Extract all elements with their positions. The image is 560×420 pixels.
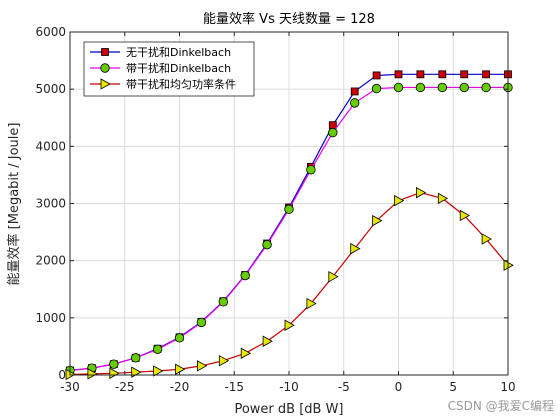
data-point-series-1 bbox=[394, 70, 403, 79]
data-point-series-3 bbox=[284, 319, 295, 331]
data-point-series-3 bbox=[350, 242, 361, 255]
x-tick-label: -5 bbox=[338, 380, 350, 394]
data-point-series-3 bbox=[481, 233, 492, 245]
y-tick-label: 1000 bbox=[35, 311, 66, 325]
x-tick-label: -30 bbox=[60, 380, 80, 394]
data-point-series-3 bbox=[328, 270, 339, 283]
data-point-series-3 bbox=[372, 214, 383, 227]
data-point-series-3 bbox=[415, 186, 427, 199]
y-tick-label: 6000 bbox=[35, 25, 66, 39]
y-tick-label: 0 bbox=[58, 368, 66, 382]
x-tick-label: 5 bbox=[449, 380, 457, 394]
data-point-series-1 bbox=[416, 70, 425, 79]
data-point-series-2 bbox=[240, 270, 250, 281]
legend-label-1: 无干扰和Dinkelbach bbox=[126, 45, 231, 59]
data-point-series-1 bbox=[350, 87, 359, 96]
data-point-series-1 bbox=[460, 70, 469, 79]
legend-box bbox=[83, 41, 255, 97]
data-point-series-3 bbox=[240, 347, 252, 359]
y-tick-label: 2000 bbox=[35, 254, 66, 268]
data-point-series-2 bbox=[459, 82, 469, 93]
data-point-series-2 bbox=[196, 317, 207, 328]
legend-marker-1 bbox=[101, 48, 109, 56]
data-point-series-2 bbox=[174, 333, 185, 343]
x-tick-label: 10 bbox=[500, 380, 515, 394]
ticks: -30 -25 -20 -15 -10 -5 0 5 10 0 1000 2000 3000 4000 50… bbox=[35, 25, 515, 394]
legend-label-2: 带干扰和Dinkelbach bbox=[126, 61, 231, 75]
data-point-series-2 bbox=[415, 82, 426, 93]
data-point-series-2 bbox=[109, 359, 119, 369]
x-tick-label: -15 bbox=[224, 380, 244, 394]
data-point-series-2 bbox=[152, 344, 163, 354]
data-point-series-3 bbox=[87, 368, 98, 380]
y-tick-label: 4000 bbox=[35, 139, 66, 153]
legend: 无干扰和Dinkelbach 带干扰和Dinkelbach 带干扰和均匀功率条件 bbox=[83, 41, 255, 97]
data-point-series-3 bbox=[306, 297, 317, 310]
chart-title: 能量效率 Vs 天线数量 = 128 bbox=[203, 11, 375, 27]
x-tick-label: -25 bbox=[115, 380, 135, 394]
data-point-series-1 bbox=[438, 70, 447, 79]
data-point-series-3 bbox=[109, 367, 120, 379]
data-point-series-2 bbox=[437, 82, 448, 93]
data-point-series-2 bbox=[481, 82, 491, 93]
x-tick-label: -20 bbox=[170, 380, 190, 394]
data-point-series-2 bbox=[393, 82, 404, 93]
data-point-series-2 bbox=[371, 83, 382, 94]
data-point-series-3 bbox=[437, 192, 449, 205]
data-point-series-3 bbox=[196, 360, 208, 372]
data-point-series-1 bbox=[328, 121, 337, 130]
x-tick-label: 0 bbox=[395, 380, 403, 394]
x-tick-label: -10 bbox=[279, 380, 299, 394]
data-point-series-3 bbox=[262, 335, 273, 347]
data-point-series-2 bbox=[130, 353, 141, 363]
data-point-series-2 bbox=[350, 98, 360, 108]
data-point-series-2 bbox=[306, 165, 316, 175]
legend-label-3: 带干扰和均匀功率条件 bbox=[126, 77, 236, 91]
legend-marker-3 bbox=[100, 78, 111, 90]
watermark: CSDN @我爱C编程 bbox=[447, 399, 554, 413]
data-point-series-3 bbox=[153, 365, 164, 377]
y-axis-label: 能量效率 [Megabit / Joule] bbox=[6, 123, 22, 286]
data-point-series-3 bbox=[459, 209, 471, 222]
data-point-series-1 bbox=[482, 70, 491, 79]
data-point-series-1 bbox=[372, 71, 381, 80]
data-point-series-3 bbox=[394, 194, 405, 207]
data-point-series-3 bbox=[218, 355, 230, 367]
legend-marker-2 bbox=[100, 63, 110, 73]
data-point-series-2 bbox=[328, 127, 338, 138]
y-tick-label: 5000 bbox=[35, 82, 66, 96]
data-point-series-2 bbox=[262, 239, 272, 250]
data-point-series-2 bbox=[218, 297, 229, 307]
x-axis-label: Power dB [dB W] bbox=[234, 402, 343, 417]
data-point-series-2 bbox=[284, 204, 294, 214]
y-tick-label: 3000 bbox=[35, 197, 66, 211]
